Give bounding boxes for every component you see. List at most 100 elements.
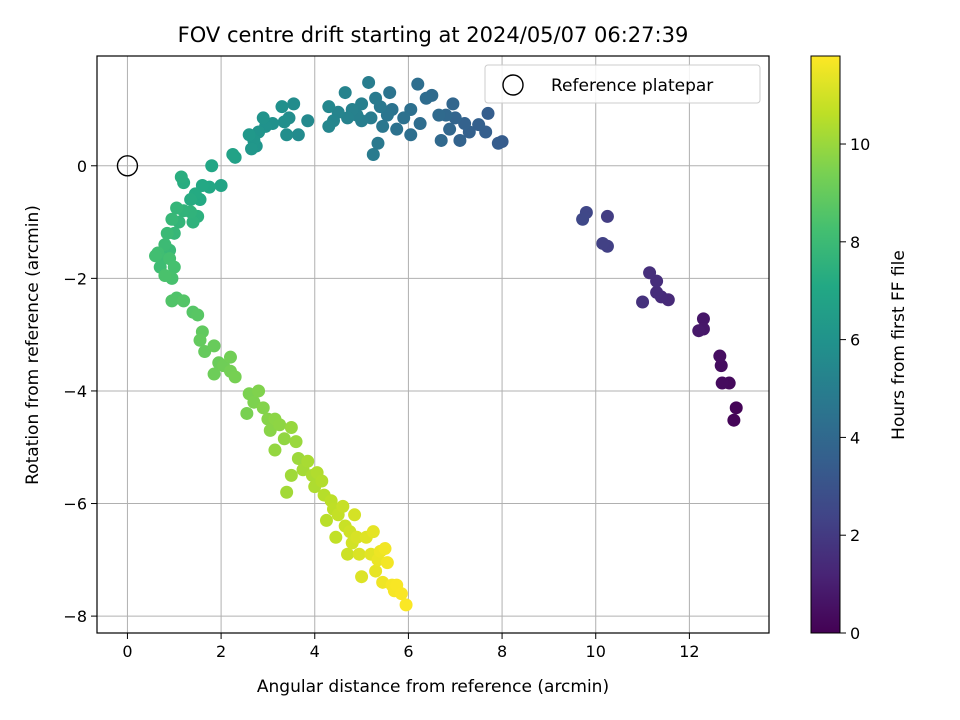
data-point	[394, 587, 408, 601]
data-point	[252, 384, 266, 398]
data-point	[696, 312, 710, 326]
legend-entry-reference: Reference platepar	[551, 76, 713, 96]
data-point	[714, 359, 728, 373]
data-point	[170, 201, 184, 215]
colorbar-tick-label: 6	[850, 331, 860, 350]
x-tick-label: 2	[216, 642, 226, 661]
x-tick-label: 8	[497, 642, 507, 661]
data-point	[240, 406, 254, 420]
y-tick-label: 0	[77, 157, 87, 176]
data-point	[692, 324, 706, 338]
data-point	[277, 432, 291, 446]
data-point	[226, 148, 240, 162]
data-point	[177, 294, 191, 308]
colorbar: 0 2 4 6 8 10 Hours from first FF file	[810, 55, 909, 643]
data-point	[350, 530, 364, 544]
data-point	[245, 142, 259, 156]
x-tick-label: 12	[679, 642, 699, 661]
data-point	[256, 111, 270, 125]
data-point	[149, 249, 163, 263]
y-tick-label: −2	[63, 269, 87, 288]
data-point	[371, 136, 385, 150]
data-point	[399, 598, 413, 612]
data-point	[355, 570, 369, 584]
colorbar-ticks: 0 2 4 6 8 10	[840, 135, 870, 643]
x-tick-label: 0	[122, 642, 132, 661]
data-point	[301, 454, 315, 468]
data-point	[277, 115, 291, 129]
data-point	[165, 294, 179, 308]
data-point	[419, 91, 433, 105]
colorbar-tick-label: 10	[850, 135, 870, 154]
data-point	[280, 128, 294, 142]
data-point	[247, 395, 261, 409]
data-point	[214, 178, 228, 192]
data-point	[273, 418, 287, 432]
data-point	[715, 376, 729, 390]
data-point	[491, 136, 505, 150]
data-point	[713, 349, 727, 363]
data-point	[338, 86, 352, 100]
data-point	[193, 333, 207, 347]
y-axis-ticks: −8 −6 −4 −2 0	[63, 157, 97, 626]
data-point	[160, 226, 174, 240]
data-point	[174, 170, 188, 184]
x-tick-label: 4	[310, 642, 320, 661]
data-point	[341, 111, 355, 125]
data-point	[366, 525, 380, 539]
data-point	[256, 401, 270, 415]
data-point	[280, 485, 294, 499]
data-point	[636, 295, 650, 309]
data-point	[443, 122, 457, 136]
data-point	[223, 350, 237, 364]
data-point	[242, 128, 256, 142]
data-point	[378, 542, 392, 556]
data-point	[446, 97, 460, 111]
data-point	[481, 106, 495, 120]
legend-marker	[502, 74, 524, 96]
data-point	[301, 114, 315, 128]
data-point	[341, 547, 355, 561]
reference-platepar-marker	[116, 155, 139, 177]
data-point	[366, 148, 380, 162]
data-point	[397, 111, 411, 125]
data-point	[411, 77, 425, 91]
data-point	[284, 468, 298, 482]
y-tick-label: −4	[63, 382, 87, 401]
data-point	[322, 119, 336, 133]
data-point	[263, 423, 277, 437]
colorbar-tick-label: 8	[850, 233, 860, 252]
data-point	[228, 370, 242, 384]
data-point	[355, 97, 369, 111]
data-point	[268, 443, 282, 457]
data-point	[596, 236, 610, 250]
data-point	[434, 133, 448, 147]
data-point	[186, 215, 200, 229]
data-point	[729, 401, 743, 415]
data-point	[289, 435, 303, 449]
data-point	[458, 117, 472, 131]
legend: Reference platepar	[484, 64, 761, 104]
data-point	[348, 508, 362, 522]
data-point	[158, 269, 172, 283]
x-tick-label: 6	[403, 642, 413, 661]
data-point	[191, 308, 205, 322]
data-point	[383, 86, 397, 100]
data-point	[207, 367, 221, 381]
data-point	[287, 97, 301, 111]
chart-title: FOV centre drift starting at 2024/05/07 …	[178, 23, 689, 47]
data-point	[643, 266, 657, 280]
data-point	[650, 285, 664, 299]
plot-area	[96, 55, 770, 634]
data-point	[376, 119, 390, 133]
y-tick-label: −8	[63, 607, 87, 626]
data-point	[198, 345, 212, 359]
data-point	[727, 413, 741, 427]
data-point	[600, 209, 614, 223]
data-point	[284, 421, 298, 435]
data-point	[184, 193, 198, 207]
data-point	[205, 159, 219, 173]
colorbar-tick-label: 2	[850, 526, 860, 545]
data-point	[336, 499, 350, 513]
